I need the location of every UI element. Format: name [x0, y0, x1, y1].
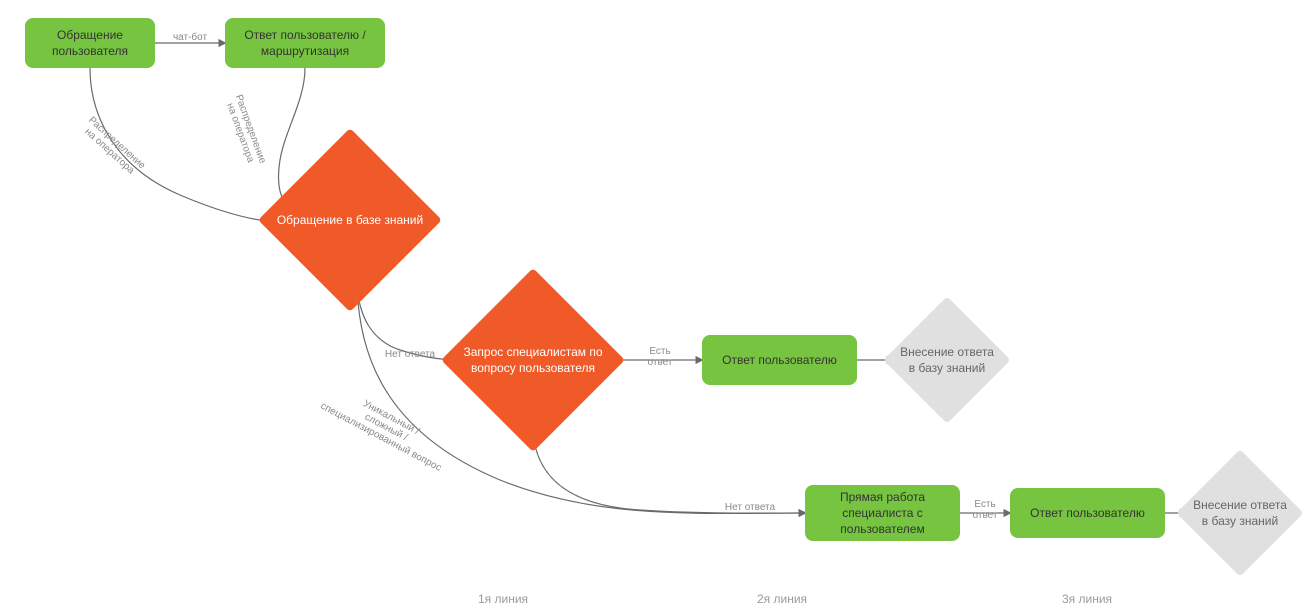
lane-label-2: 3я линия: [1062, 592, 1112, 606]
node-specialist_query: Запрос специалистам по вопросу пользоват…: [468, 295, 598, 425]
node-label-kb_write_1: Внесение ответа в базу знаний: [898, 344, 996, 376]
node-answer_user_2: Ответ пользователю: [1010, 488, 1165, 538]
node-label-kb_lookup: Обращение в базе знаний: [277, 212, 423, 228]
node-answer_user_1: Ответ пользователю: [702, 335, 857, 385]
edge-label-e-noanswer1: Нет ответа: [385, 349, 436, 360]
edge-label-e-hasanswer1: Естьответ: [648, 346, 673, 368]
flowchart-canvas: чат-ботРаспределениена оператораРаспреде…: [0, 0, 1304, 614]
node-label-answer_user_1: Ответ пользователю: [722, 352, 837, 368]
node-label-answer_user_2: Ответ пользователю: [1030, 505, 1145, 521]
edge-label-e-route1: Распределениена оператора: [79, 115, 148, 180]
node-user_request: Обращение пользователя: [25, 18, 155, 68]
node-label-kb_write_2: Внесение ответа в базу знаний: [1191, 497, 1289, 529]
node-kb_lookup: Обращение в базе знаний: [285, 155, 415, 285]
edge-label-e-noanswer2: Нет ответа: [725, 502, 776, 513]
node-kb_write_2: Внесение ответа в базу знаний: [1195, 468, 1285, 558]
node-direct_work: Прямая работа специалиста с пользователе…: [805, 485, 960, 541]
node-chatbot_answer: Ответ пользователю / маршрутизация: [225, 18, 385, 68]
node-label-user_request: Обращение пользователя: [35, 27, 145, 59]
edge-label-e-hasanswer2: Естьответ: [973, 499, 998, 521]
node-label-chatbot_answer: Ответ пользователю / маршрутизация: [235, 27, 375, 59]
node-label-specialist_query: Запрос специалистам по вопросу пользоват…: [456, 344, 610, 376]
node-label-direct_work: Прямая работа специалиста с пользователе…: [815, 489, 950, 538]
edge-label-e-chatbot: чат-бот: [173, 31, 208, 43]
edge-label-e-complex: Уникальный /сложный /специализированный …: [319, 381, 454, 474]
lane-label-0: 1я линия: [478, 592, 528, 606]
node-kb_write_1: Внесение ответа в базу знаний: [902, 315, 992, 405]
lane-label-1: 2я линия: [757, 592, 807, 606]
